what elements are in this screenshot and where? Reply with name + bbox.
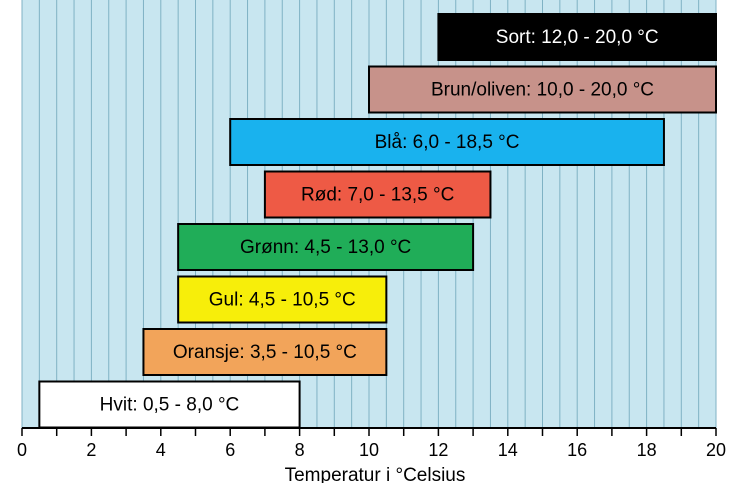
x-tick-label: 18: [637, 440, 657, 460]
x-tick-label: 10: [359, 440, 379, 460]
range-bar: [263, 170, 492, 219]
bar-label: Grønn: 4,5 - 13,0 °C: [240, 237, 411, 258]
bar-label: Oransje: 3,5 - 10,5 °C: [173, 342, 357, 363]
x-tick-label: 12: [428, 440, 448, 460]
bars-group: Sort: 12,0 - 20,0 °C Brun/oliven: 10,0 - …: [38, 13, 717, 429]
range-bar: [177, 223, 475, 271]
range-bar: [368, 65, 717, 114]
bar-label: Rød: 7,0 - 13,5 °C: [301, 185, 454, 206]
x-tick-label: 16: [567, 440, 587, 460]
bar-label: Sort: 12,0 - 20,0 °C: [496, 27, 659, 48]
bar-label: Blå: 6,0 - 18,5 °C: [375, 132, 520, 153]
x-tick-label: 6: [225, 440, 235, 460]
range-bar: [177, 275, 388, 324]
x-tick-label: 8: [295, 440, 305, 460]
bar-label: Hvit: 0,5 - 8,0 °C: [100, 395, 240, 416]
x-tick-label: 4: [156, 440, 166, 460]
x-axis-title: Temperatur i °Celsius: [285, 465, 466, 483]
x-tick-label: 14: [498, 440, 518, 460]
range-bar: [38, 380, 301, 429]
range-bar: [437, 13, 717, 61]
x-tick-label: 0: [17, 440, 27, 460]
x-ticks: 0 2 4 6 8 10 12 14 16 18 20: [17, 428, 726, 460]
bar-label: Gul: 4,5 - 10,5 °C: [209, 290, 356, 311]
bar-label: Brun/oliven: 10,0 - 20,0 °C: [431, 80, 654, 101]
x-tick-label: 2: [86, 440, 96, 460]
range-bar: [229, 118, 665, 166]
x-tick-label: 20: [706, 440, 726, 460]
range-bar: [142, 328, 388, 376]
